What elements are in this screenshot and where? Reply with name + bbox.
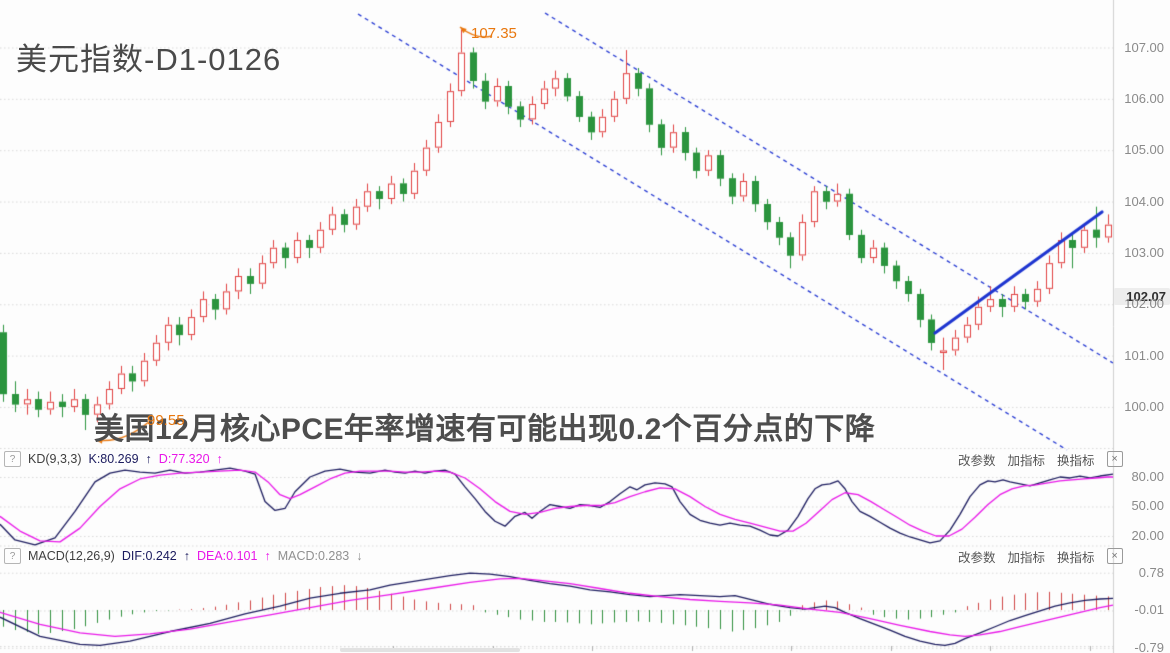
help-icon[interactable]: ? [4, 451, 21, 467]
price-axis-label: 103.00 [1124, 244, 1164, 260]
price-axis-label: 105.00 [1124, 142, 1164, 158]
kd-indicator-name: KD(9,3,3) [28, 452, 82, 466]
high-price-annotation: 107.35 [471, 25, 517, 42]
price-axis-label: 102.00 [1124, 296, 1164, 312]
price-axis-label: 106.00 [1124, 90, 1164, 106]
price-axis-label: 104.00 [1124, 193, 1164, 209]
low-price-annotation: 99.55 [147, 412, 185, 429]
macd-axis-label: -0.79 [1134, 639, 1164, 653]
dea-up-arrow-icon: ↑ [264, 549, 271, 563]
k-up-arrow-icon: ↑ [145, 452, 152, 466]
change-params-button[interactable]: 改参数 [958, 550, 996, 565]
add-indicator-button[interactable]: 加指标 [1007, 550, 1046, 565]
kd-axis-label: 50.00 [1131, 498, 1164, 514]
macd-down-arrow-icon: ↓ [356, 549, 363, 563]
kd-panel-header: ? KD(9,3,3) K:80.269 ↑ D:77.320 ↑ [4, 451, 223, 467]
macd-axis-label: 0.78 [1138, 564, 1164, 580]
macd-panel-toolbar: 改参数 加指标 换指标 × [958, 548, 1123, 565]
current-price-badge: 102.07 [1114, 288, 1170, 305]
macd-indicator-name: MACD(12,26,9) [28, 549, 115, 563]
price-axis-label: 100.00 [1124, 398, 1164, 414]
macd-panel-header: ? MACD(12,26,9) DIF:0.242 ↑ DEA:0.101 ↑ … [4, 548, 363, 564]
dea-value: DEA:0.101 [196, 549, 258, 563]
k-value: K:80.269 [88, 452, 139, 466]
help-icon[interactable]: ? [4, 548, 21, 564]
kd-axis-label: 20.00 [1131, 527, 1164, 543]
add-indicator-button[interactable]: 加指标 [1007, 453, 1046, 468]
chart-title: 美元指数-D1-0126 [16, 42, 282, 77]
switch-indicator-button[interactable]: 换指标 [1057, 550, 1095, 565]
close-panel-icon[interactable]: × [1106, 548, 1123, 564]
change-params-button[interactable]: 改参数 [958, 453, 996, 468]
dif-up-arrow-icon: ↑ [183, 549, 190, 563]
d-value: D:77.320 [158, 452, 210, 466]
kd-panel-toolbar: 改参数 加指标 换指标 × [958, 451, 1123, 468]
switch-indicator-button[interactable]: 换指标 [1057, 453, 1095, 468]
news-overlay-text: 美国12月核心PCE年率增速有可能出现0.2个百分点的下降 [94, 413, 876, 446]
price-axis-label: 107.00 [1124, 39, 1164, 55]
close-panel-icon[interactable]: × [1106, 451, 1123, 467]
macd-value: MACD:0.283 [277, 549, 350, 563]
macd-axis-label: -0.01 [1134, 602, 1164, 618]
dif-value: DIF:0.242 [121, 549, 177, 563]
scrollbar-thumb[interactable] [340, 648, 520, 652]
kd-axis-label: 80.00 [1131, 469, 1164, 484]
price-axis-label: 101.00 [1124, 347, 1164, 363]
d-up-arrow-icon: ↑ [216, 452, 223, 466]
